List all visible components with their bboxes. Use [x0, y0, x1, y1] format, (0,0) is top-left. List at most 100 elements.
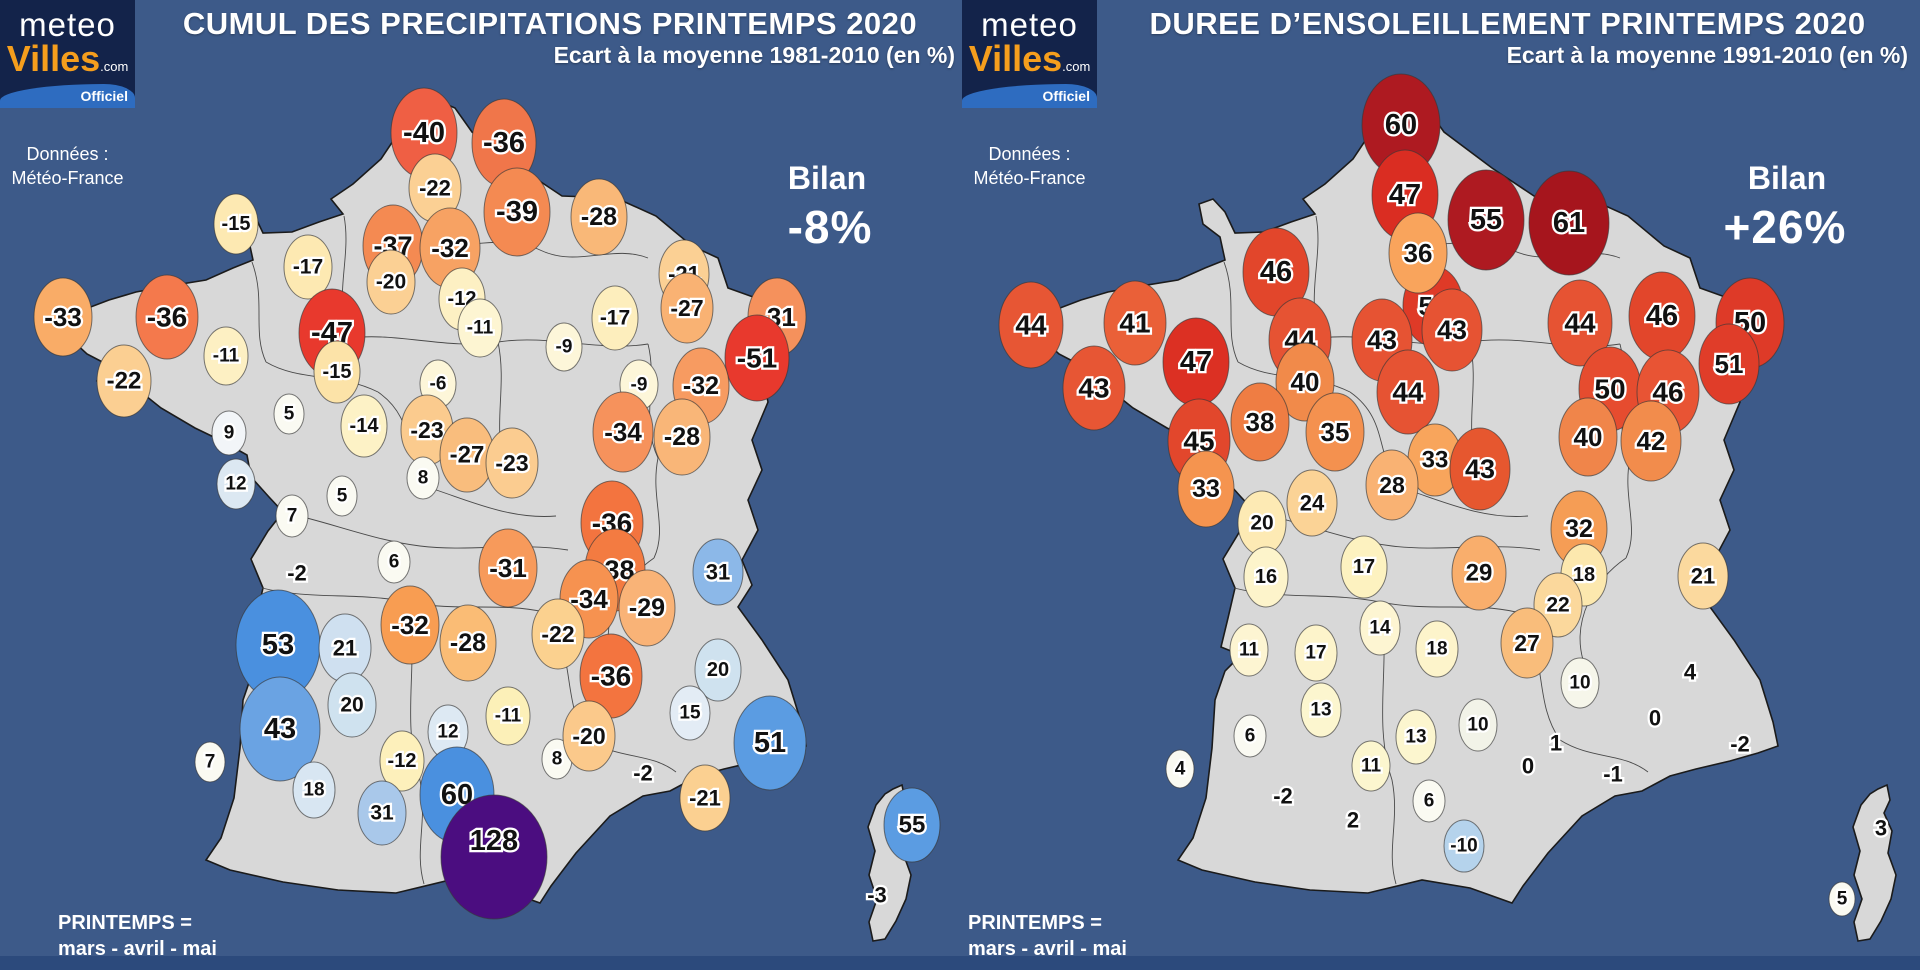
map-bubble: 47: [1162, 317, 1230, 407]
map-bubble: 13: [1300, 682, 1342, 738]
map-bubble: -36: [471, 98, 537, 188]
bubble-value: 10: [1569, 673, 1590, 694]
bubble-value: 12: [437, 722, 458, 743]
bubble-ellipse: [283, 234, 333, 300]
bubble-value: 13: [1405, 727, 1426, 748]
map-bubble: 41: [1103, 280, 1167, 366]
brand-meteo: meteo: [19, 6, 116, 43]
bubble-value: 22: [1546, 594, 1569, 617]
bubble-value: 42: [1637, 426, 1666, 456]
bubble-value: -32: [683, 372, 719, 400]
map-bubble: 27: [1500, 607, 1554, 679]
bubble-value: 43: [1465, 454, 1495, 484]
map-bubble: -28: [439, 604, 497, 682]
officiel-badge: Officiel: [0, 84, 135, 108]
bubble-ellipse: [724, 314, 790, 402]
bubble-value: 43: [1437, 315, 1467, 345]
bubble-value: 2: [1347, 808, 1359, 833]
bubble-value: -9: [631, 375, 648, 396]
bubble-value: 20: [707, 659, 729, 681]
left-footer-line2: mars - avril - mai: [58, 938, 217, 960]
map-bubble: 20: [1237, 490, 1287, 556]
bubble-ellipse: [275, 494, 309, 538]
map-bubble: 53: [235, 589, 321, 701]
bubble-value: -15: [222, 213, 251, 235]
map-bubble: 16: [1243, 546, 1289, 608]
bottom-bar: [0, 956, 1920, 970]
brand-villes: Villes: [6, 38, 101, 79]
bubble-ellipse: [216, 458, 256, 510]
map-bubble: 20: [694, 638, 742, 702]
bubble-value: -10: [1450, 836, 1477, 857]
map-bubble: 38: [1230, 382, 1290, 462]
bubble-value: -11: [213, 346, 240, 367]
map-bubble: 11: [1351, 740, 1391, 792]
bubble-value: 128: [470, 825, 518, 857]
bubble-ellipse: [457, 298, 503, 358]
bubble-ellipse: [545, 322, 583, 372]
bubble-value: -21: [689, 786, 721, 811]
bubble-value: -27: [670, 295, 703, 321]
meteovilles-logo-right[interactable]: meteo Villes.com Officiel: [962, 0, 1097, 108]
map-bubble: 5: [326, 475, 358, 517]
bubble-value: 28: [1379, 472, 1405, 498]
bubble-ellipse: [1500, 607, 1554, 679]
bubble-value: -27: [450, 442, 485, 469]
bubble-ellipse: [194, 741, 226, 783]
map-bubble: 10: [1458, 698, 1498, 752]
map-bubble: -20: [562, 700, 616, 772]
map-bubble: 17: [1294, 624, 1338, 682]
bubble-value: 60: [1385, 109, 1417, 141]
map-bubble: 31: [357, 780, 407, 846]
bubble-value: 41: [1119, 308, 1150, 339]
bubble-value: -36: [591, 661, 631, 692]
bubble-ellipse: [1286, 469, 1338, 537]
bubble-ellipse: [1365, 449, 1419, 521]
map-bubble: 7: [194, 741, 226, 783]
bubble-value: 17: [1305, 643, 1326, 664]
map-bubble: 60: [1361, 73, 1441, 177]
bubble-value: -2: [1273, 784, 1293, 809]
officiel-badge-right: Officiel: [962, 84, 1097, 108]
bubble-value: 7: [205, 752, 216, 773]
map-bubble: 0: [1647, 703, 1664, 733]
bubble-ellipse: [998, 281, 1064, 369]
bubble-value: 47: [1389, 179, 1421, 211]
bubble-value: 13: [1310, 700, 1331, 721]
map-bubble: 6: [377, 540, 411, 584]
bubble-value: -12: [388, 750, 417, 772]
bubble-value: -15: [323, 361, 352, 383]
bubble-ellipse: [1443, 819, 1485, 873]
map-bubble: -10: [1443, 819, 1485, 873]
bubble-value: -22: [107, 368, 142, 395]
map-bubble: 61: [1528, 170, 1610, 276]
bubble-ellipse: [1458, 698, 1498, 752]
right-footer-line2: mars - avril - mai: [968, 938, 1127, 960]
map-bubble: 31: [692, 538, 744, 606]
map-bubble: 10: [1560, 657, 1600, 709]
source-line2-right: Météo-France: [973, 168, 1086, 189]
right-map-title: DUREE D’ENSOLEILLEMENT PRINTEMPS 2020: [1149, 6, 1866, 41]
bubble-ellipse: [1677, 542, 1729, 610]
meteovilles-logo[interactable]: meteo Villes.com Officiel: [0, 0, 135, 108]
bubble-ellipse: [1449, 427, 1511, 511]
bubble-value: 1: [1550, 731, 1562, 756]
map-bubble: 32: [1550, 490, 1608, 568]
bubble-value: 61: [1553, 207, 1585, 239]
source-line1-right: Données :: [988, 144, 1071, 164]
bubble-ellipse: [883, 787, 941, 863]
right-footer-line1: PRINTEMPS =: [968, 912, 1102, 934]
map-bubble: 43: [1062, 345, 1126, 431]
bubble-ellipse: [213, 193, 259, 255]
map-bubble: -29: [618, 569, 676, 647]
bubble-value: 44: [1392, 377, 1424, 408]
bubble-value: -39: [496, 196, 538, 228]
bubble-value: 0: [1522, 754, 1534, 779]
bubble-value: 24: [1300, 491, 1325, 516]
bubble-ellipse: [1229, 623, 1269, 677]
bubble-value: -2: [1730, 732, 1750, 757]
map-bubble: 5: [273, 393, 305, 435]
bubble-ellipse: [377, 540, 411, 584]
bubble-ellipse: [1447, 169, 1525, 271]
bubble-ellipse: [1558, 397, 1618, 477]
